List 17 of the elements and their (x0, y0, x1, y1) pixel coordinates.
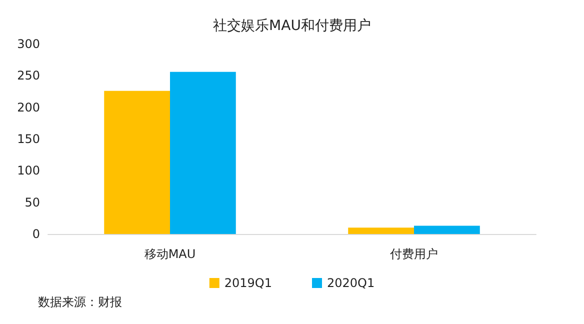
bar (104, 90, 170, 234)
x-tick-label: 移动MAU (144, 247, 196, 261)
source-note: 数据来源：财报 (38, 295, 122, 309)
y-tick-label: 0 (32, 227, 40, 241)
bar (414, 226, 480, 234)
y-tick-label: 150 (17, 132, 40, 146)
legend-label: 2020Q1 (327, 276, 375, 290)
y-tick-label: 200 (17, 100, 40, 114)
chart-title: 社交娱乐MAU和付费用户 (213, 18, 371, 34)
bar (348, 228, 414, 234)
y-tick-label: 250 (17, 68, 40, 83)
y-tick-label: 300 (17, 37, 40, 51)
bar (170, 72, 236, 234)
legend-label: 2019Q1 (224, 276, 272, 290)
y-tick-label: 100 (17, 164, 40, 178)
x-tick-label: 付费用户 (389, 247, 438, 261)
y-tick-label: 50 (24, 195, 40, 210)
